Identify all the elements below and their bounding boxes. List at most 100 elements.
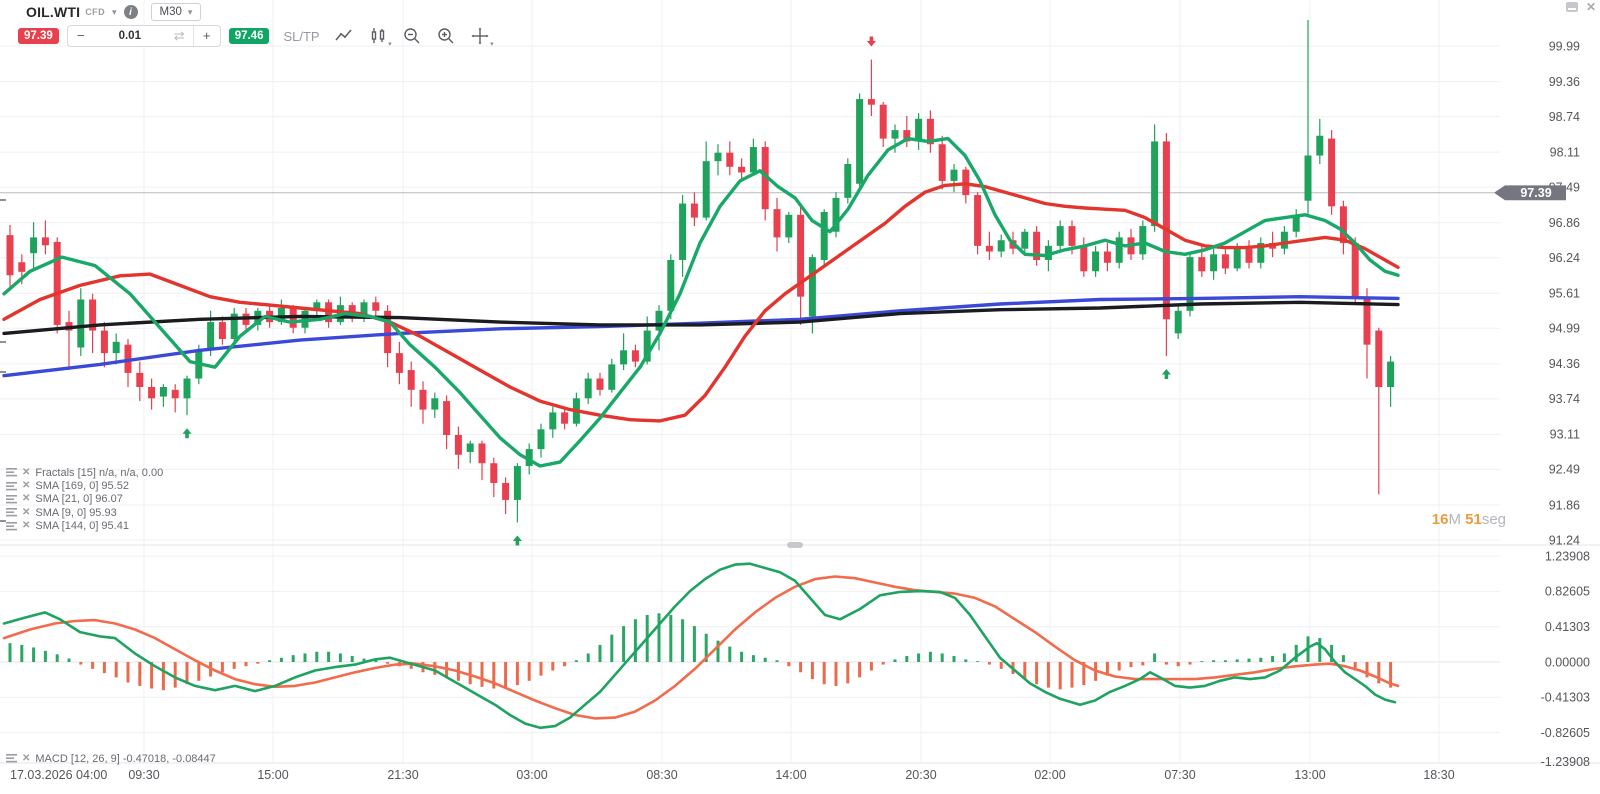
candle-body bbox=[171, 389, 179, 399]
candle-body bbox=[561, 412, 569, 424]
market-type-label: CFD bbox=[85, 7, 105, 17]
panel-resize-handle[interactable] bbox=[787, 542, 803, 548]
line-chart-type-icon[interactable] bbox=[334, 26, 354, 46]
sltp-button[interactable]: SL/TP bbox=[283, 28, 320, 44]
candle-body bbox=[136, 372, 144, 388]
candle-body bbox=[502, 482, 510, 500]
candle-body bbox=[1139, 226, 1147, 255]
refresh-icon[interactable]: ⇄ bbox=[173, 28, 185, 43]
buy-price-button[interactable]: 97.46 bbox=[228, 28, 270, 44]
candle-body bbox=[513, 466, 521, 500]
candle-body bbox=[431, 398, 439, 410]
macd-axis-label: 0.00000 bbox=[1545, 655, 1590, 669]
candle-body bbox=[938, 144, 946, 181]
candle-body bbox=[903, 130, 911, 142]
time-axis-label: 02:00 bbox=[1034, 768, 1065, 782]
candle-body bbox=[1375, 330, 1383, 388]
candle-body bbox=[537, 429, 545, 450]
price-axis-label: 94.36 bbox=[1549, 357, 1580, 371]
indicator-label: MACD [12, 26, 9] -0.47018, -0.08447 bbox=[35, 752, 216, 765]
candle-body bbox=[1186, 257, 1194, 311]
price-axis-label: 96.24 bbox=[1549, 251, 1580, 265]
candle-body bbox=[584, 378, 592, 399]
candle-body bbox=[159, 387, 167, 397]
candlestick-chart-type-icon[interactable]: ▾ bbox=[368, 26, 392, 48]
volume-decrease-button[interactable]: − bbox=[68, 27, 94, 45]
candle-body bbox=[1210, 254, 1218, 272]
candle-body bbox=[1328, 138, 1336, 207]
zoom-in-icon[interactable] bbox=[436, 26, 456, 46]
candle-body bbox=[997, 240, 1005, 252]
candle-body bbox=[985, 245, 993, 252]
window-controls: ✕ bbox=[1565, 0, 1596, 14]
macd-axis-label: -0.82605 bbox=[1541, 726, 1590, 740]
macd-axis-label: -0.41303 bbox=[1541, 691, 1590, 705]
indicator-label: SMA [9, 0] 95.93 bbox=[35, 506, 117, 519]
candle-body bbox=[1080, 245, 1088, 272]
price-axis-label: 99.36 bbox=[1549, 75, 1580, 89]
macd-legend: ✕ MACD [12, 26, 9] -0.47018, -0.08447 bbox=[6, 752, 216, 765]
candle-body bbox=[407, 370, 415, 390]
candle-body bbox=[1339, 206, 1347, 244]
candle-body bbox=[867, 99, 875, 105]
volume-stepper: − 0.01 ⇄ + bbox=[66, 25, 221, 47]
indicator-settings-icon[interactable] bbox=[6, 521, 17, 531]
candle-body bbox=[1056, 226, 1064, 246]
candle-body bbox=[808, 257, 816, 317]
candle-body bbox=[490, 463, 498, 483]
volume-increase-button[interactable]: + bbox=[194, 27, 220, 45]
left-edge-tick bbox=[0, 520, 6, 522]
candle-body bbox=[419, 389, 427, 410]
price-axis-label: 94.99 bbox=[1549, 322, 1580, 336]
current-price-badge bbox=[1494, 185, 1566, 201]
macd-signal-line bbox=[2, 575, 1400, 720]
price-axis-label: 92.49 bbox=[1549, 463, 1580, 477]
minimize-icon[interactable] bbox=[1565, 2, 1578, 12]
indicator-label: SMA [144, 0] 95.41 bbox=[35, 520, 129, 533]
candle-body bbox=[1292, 214, 1300, 232]
candle-body bbox=[738, 166, 746, 173]
price-axis-label: 99.99 bbox=[1549, 39, 1580, 53]
candle-body bbox=[1316, 135, 1324, 156]
candle-body bbox=[1092, 251, 1100, 272]
candle-body bbox=[926, 118, 934, 145]
candle-body bbox=[1103, 251, 1111, 263]
timeframe-select[interactable]: M30 ▾ bbox=[150, 3, 202, 21]
zoom-out-icon[interactable] bbox=[402, 26, 422, 46]
countdown-seconds: 51 bbox=[1465, 511, 1482, 528]
info-icon[interactable]: i bbox=[123, 5, 138, 19]
candle-body bbox=[525, 449, 533, 467]
chevron-down-icon[interactable]: ▾ bbox=[111, 6, 117, 17]
candle-body bbox=[667, 259, 675, 311]
sell-price-button[interactable]: 97.39 bbox=[18, 28, 59, 44]
indicator-settings-icon[interactable] bbox=[6, 481, 17, 491]
indicator-remove-icon[interactable]: ✕ bbox=[22, 520, 31, 532]
indicator-legend-row: ✕ SMA [9, 0] 95.93 bbox=[6, 506, 163, 519]
fractal-up-arrow bbox=[182, 428, 192, 439]
indicator-settings-icon[interactable] bbox=[6, 468, 17, 477]
candle-countdown: 16M 51seg bbox=[1356, 511, 1506, 528]
candle-body bbox=[443, 401, 451, 435]
candle-body bbox=[112, 341, 120, 354]
pan-crosshair-icon[interactable]: ▾ bbox=[470, 26, 494, 48]
symbol-name[interactable]: OIL.WTI bbox=[26, 4, 81, 20]
indicator-settings-icon[interactable] bbox=[6, 494, 17, 504]
candle-body bbox=[384, 310, 392, 354]
candle-body bbox=[1021, 231, 1029, 249]
indicator-remove-icon[interactable]: ✕ bbox=[22, 752, 31, 764]
candle-body bbox=[6, 235, 14, 276]
time-axis-label: 21:30 bbox=[387, 768, 418, 782]
candle-body bbox=[631, 350, 639, 362]
volume-value[interactable]: 0.01 bbox=[118, 30, 141, 42]
indicator-settings-icon[interactable] bbox=[6, 754, 17, 763]
indicator-remove-icon[interactable]: ✕ bbox=[22, 506, 31, 518]
indicator-remove-icon[interactable]: ✕ bbox=[22, 493, 31, 505]
price-axis-label: 93.11 bbox=[1550, 428, 1580, 442]
indicator-remove-icon[interactable]: ✕ bbox=[22, 480, 31, 492]
indicator-settings-icon[interactable] bbox=[6, 508, 17, 517]
time-axis-label: 03:00 bbox=[516, 768, 547, 782]
indicator-remove-icon[interactable]: ✕ bbox=[22, 466, 31, 478]
sma-line bbox=[2, 136, 1400, 468]
close-icon[interactable]: ✕ bbox=[1585, 0, 1596, 14]
